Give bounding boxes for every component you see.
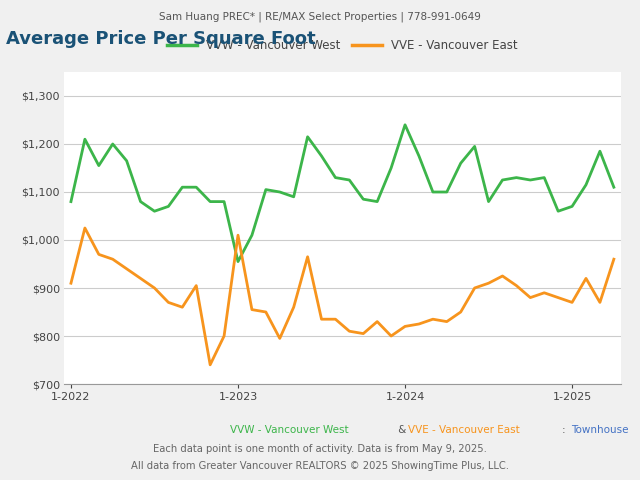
Text: Each data point is one month of activity. Data is from May 9, 2025.: Each data point is one month of activity… xyxy=(153,444,487,454)
Text: All data from Greater Vancouver REALTORS © 2025 ShowingTime Plus, LLC.: All data from Greater Vancouver REALTORS… xyxy=(131,461,509,471)
Text: &: & xyxy=(395,425,410,435)
Text: Townhouse: Townhouse xyxy=(572,425,629,435)
Text: Sam Huang PREC* | RE/MAX Select Properties | 778-991-0649: Sam Huang PREC* | RE/MAX Select Properti… xyxy=(159,12,481,23)
Text: VVE - Vancouver East: VVE - Vancouver East xyxy=(408,425,520,435)
Text: :: : xyxy=(562,425,569,435)
Text: Average Price Per Square Foot: Average Price Per Square Foot xyxy=(6,30,316,48)
Legend: VVW - Vancouver West, VVE - Vancouver East: VVW - Vancouver West, VVE - Vancouver Ea… xyxy=(163,34,522,57)
Text: VVW - Vancouver West: VVW - Vancouver West xyxy=(230,425,349,435)
